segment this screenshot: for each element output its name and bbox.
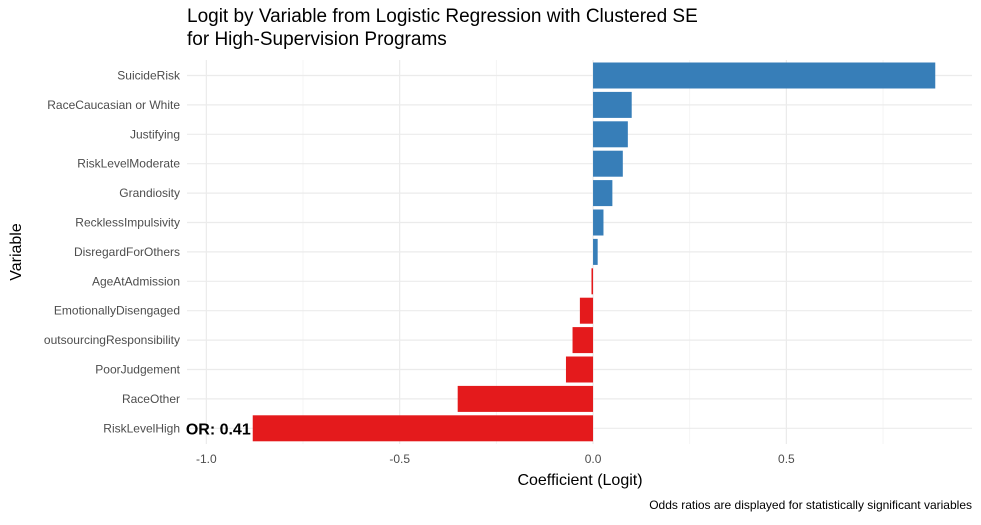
y-tick-label: Grandiosity (119, 186, 180, 200)
y-tick-label: SuicideRisk (117, 69, 181, 83)
annotations: OR: 0.41 (186, 421, 251, 438)
x-axis-label: Coefficient (Logit) (517, 472, 642, 489)
bar-disregardforothers (593, 238, 598, 265)
y-tick-label: RaceCaucasian or White (47, 98, 180, 112)
bar-risklevelmoderate (593, 150, 623, 177)
x-tick-label: 0.0 (585, 452, 602, 466)
bar-outsourcingresponsibility (572, 327, 594, 354)
x-tick-label: -1.0 (196, 452, 217, 466)
y-axis-tick-labels: SuicideRisk RaceCaucasian or White Justify… (44, 69, 181, 436)
bar-ageatadmission (591, 268, 594, 295)
x-tick-label: -0.5 (389, 452, 410, 466)
y-tick-label: RaceOther (122, 392, 180, 406)
y-tick-label: outsourcingResponsibility (44, 333, 180, 347)
bar-recklessimpulsivity (593, 209, 604, 236)
y-tick-label: PoorJudgement (95, 363, 180, 377)
y-tick-label: RecklessImpulsivity (75, 216, 180, 230)
bar-justifying (593, 121, 628, 148)
bar-emotionallydisengaged (579, 297, 594, 324)
y-tick-label: Justifying (130, 127, 180, 141)
bars (252, 62, 936, 442)
y-axis-label: Variable (8, 223, 25, 281)
bar-risklevelhigh (252, 415, 594, 442)
y-tick-label: AgeAtAdmission (92, 274, 180, 288)
chart-caption: Odds ratios are displayed for statistica… (649, 498, 972, 512)
bar-grandiosity (593, 180, 613, 207)
y-tick-label: RiskLevelModerate (77, 157, 180, 171)
bar-poorjudgement (565, 356, 594, 383)
bar-suiciderisk (593, 62, 936, 89)
bar-raceother (457, 385, 594, 412)
chart-subtitle: for High-Supervision Programs (187, 29, 447, 50)
y-tick-label: DisregardForOthers (74, 245, 180, 259)
y-tick-label: RiskLevelHigh (103, 421, 180, 435)
y-tick-label: EmotionallyDisengaged (54, 304, 180, 318)
odds-ratio-label: OR: 0.41 (186, 421, 251, 438)
x-axis-tick-labels: -1.0 -0.5 0.0 0.5 (196, 452, 795, 466)
bar-racecaucasian-or-white (593, 91, 632, 118)
chart-title: Logit by Variable from Logistic Regressi… (187, 6, 698, 27)
x-tick-label: 0.5 (778, 452, 795, 466)
